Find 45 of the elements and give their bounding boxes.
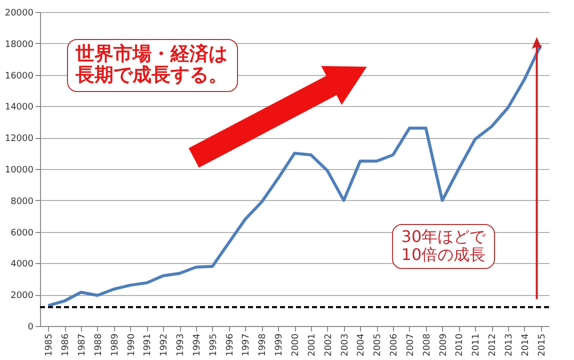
x-tick-label: 1999 xyxy=(274,333,285,356)
x-tick-label: 2010 xyxy=(455,333,466,356)
x-tick-label: 2014 xyxy=(520,333,531,356)
y-tick-label: 14000 xyxy=(4,102,34,113)
x-tick-label: 2009 xyxy=(438,333,449,356)
x-tick-label: 2002 xyxy=(324,334,334,356)
x-tick-label: 1985 xyxy=(44,334,55,356)
y-tick-label: 18000 xyxy=(4,40,34,50)
annotation: 30年ほどで10倍の成長 xyxy=(392,224,496,269)
y-tick-label: 10000 xyxy=(4,166,34,176)
x-tick-label: 1994 xyxy=(192,333,202,356)
x-tick-label: 2004 xyxy=(356,333,367,356)
y-tick-label: 8000 xyxy=(10,196,34,207)
x-tick-label: 2013 xyxy=(504,334,514,356)
y-tick-label: 4000 xyxy=(10,260,34,270)
line-series xyxy=(46,43,542,308)
x-tick-label: 2000 xyxy=(291,333,301,356)
x-tick-label: 2001 xyxy=(307,334,318,356)
x-tick-label: 1991 xyxy=(143,334,154,356)
y-tick-label: 0 xyxy=(28,322,34,332)
x-tick-label: 1992 xyxy=(160,334,170,356)
x-tick-label: 1988 xyxy=(94,333,104,356)
x-tick-label: 1995 xyxy=(208,334,219,356)
y-tick-label: 12000 xyxy=(4,134,34,144)
y-tick-label: 2000 xyxy=(10,291,34,302)
x-tick-label: 1989 xyxy=(110,333,120,356)
x-tick-label: 2008 xyxy=(422,333,432,356)
x-tick-label: 1993 xyxy=(176,334,186,356)
y-tick-label: 20000 xyxy=(4,8,34,18)
x-tick-label: 2005 xyxy=(373,334,384,356)
x-tick-label: 2011 xyxy=(472,334,482,356)
x-tick-label: 2006 xyxy=(390,333,400,356)
x-tick-label: 1990 xyxy=(126,333,137,356)
x-tick-label: 1997 xyxy=(242,334,252,356)
x-tick-label: 2003 xyxy=(340,334,350,356)
x-tick-label: 1987 xyxy=(78,334,88,356)
x-tick-label: 2007 xyxy=(406,334,416,356)
x-tick-label: 1998 xyxy=(258,333,268,356)
x-tick-label: 2012 xyxy=(488,334,498,356)
annotation: 世界市場・経済は長期で成長する。 xyxy=(66,38,238,92)
x-tick-label: 2015 xyxy=(537,334,548,356)
x-tick-label: 1996 xyxy=(225,333,236,356)
x-tick-label: 1986 xyxy=(61,333,72,356)
y-tick-label: 6000 xyxy=(10,228,34,238)
y-tick-label: 16000 xyxy=(4,71,34,82)
